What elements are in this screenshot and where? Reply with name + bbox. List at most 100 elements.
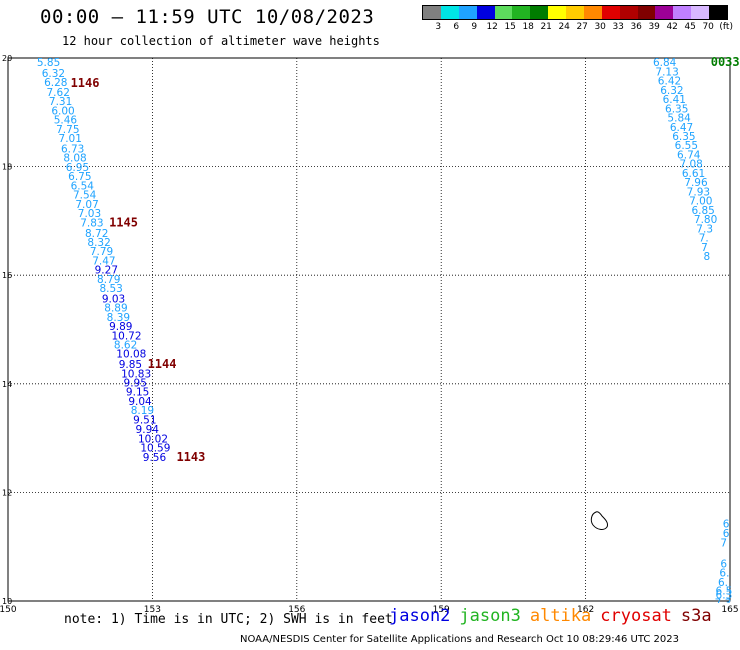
wave-height-value: 5.85 xyxy=(37,57,60,69)
pass-time-label: 0033 xyxy=(711,55,740,69)
wave-height-value: 10.83 xyxy=(121,368,151,380)
wave-height-value: 6.61 xyxy=(682,168,705,180)
wave-height-value: 10.02 xyxy=(138,433,168,445)
color-scale-label: 9 xyxy=(471,22,478,32)
wave-height-value: 8.89 xyxy=(104,303,127,315)
wave-height-value: 6.85 xyxy=(691,205,714,217)
color-scale-label: 18 xyxy=(522,22,534,32)
wave-height-value: 9.04 xyxy=(128,396,152,408)
longitude-tick-label: 162 xyxy=(577,605,594,615)
legend-entry-jason2: jason2 xyxy=(389,606,451,626)
wave-height-value: 8.32 xyxy=(87,237,110,249)
wave-height-value: 7.3 xyxy=(696,223,713,235)
wave-height-value: 7.01 xyxy=(59,133,82,145)
wave-height-value: 6.35 xyxy=(672,131,695,143)
wave-height-value: 6.28 xyxy=(44,77,67,89)
wave-height-value: 9.27 xyxy=(95,265,118,277)
color-swatch xyxy=(619,6,638,19)
map-frame xyxy=(7,57,731,602)
pass-time-label: 1146 xyxy=(71,76,100,90)
color-swatch xyxy=(691,6,709,19)
color-swatch xyxy=(709,6,727,19)
color-scale-label: 12 xyxy=(486,22,498,32)
color-swatch xyxy=(655,6,674,19)
wave-height-value: 10.72 xyxy=(111,330,141,342)
wave-height-value: 6.95 xyxy=(66,162,89,174)
wave-height-value: 9.03 xyxy=(102,293,125,305)
wave-height-value: 8.62 xyxy=(114,340,137,352)
legend-entry-cryosat: cryosat xyxy=(600,606,672,626)
wave-height-value: 6.55 xyxy=(675,140,698,152)
footer-credit: NOAA/NESDIS Center for Satellite Applica… xyxy=(240,634,679,645)
color-scale-label: (ft) xyxy=(719,22,733,32)
wave-height-value: 7.47 xyxy=(92,255,115,267)
wave-height-value: 10.59 xyxy=(140,443,170,455)
color-scale-label: 24 xyxy=(558,22,570,32)
wave-height-value: 9.15 xyxy=(126,387,149,399)
map-title: 00:00 – 11:59 UTC 10/08/2023 xyxy=(40,6,375,28)
wave-height-value: 6.54 xyxy=(71,180,95,192)
wave-height-value: 7 xyxy=(701,242,708,254)
color-scale-label: 70 xyxy=(702,22,714,32)
wave-height-value: 6.5 xyxy=(716,585,733,597)
longitude-tick-label: 156 xyxy=(288,605,305,615)
color-swatch xyxy=(673,6,692,19)
wave-height-value: 6. xyxy=(719,568,729,580)
wave-height-value: 8 xyxy=(704,251,711,263)
color-swatch xyxy=(458,6,477,19)
color-scale-legend: 3 6 9 12 15 18 21 24 27 30 33 36 39 42 45 70 (ft) xyxy=(422,5,733,35)
wave-height-value: 6.3 xyxy=(716,589,733,601)
wave-height-value: 7.08 xyxy=(679,159,702,171)
satellite-legend: jason2 jason3 altika cryosat s3a xyxy=(389,606,721,626)
wave-height-value: 7.3 xyxy=(715,597,732,609)
wave-height-value: 7.62 xyxy=(47,87,70,99)
color-scale-label: 45 xyxy=(684,22,696,32)
latitude-tick-label: 20 xyxy=(2,54,12,63)
longitude-tick-label: 159 xyxy=(433,605,450,615)
color-swatch xyxy=(548,6,566,19)
wave-height-value: 7.00 xyxy=(689,196,712,208)
color-scale-label: 42 xyxy=(666,22,678,32)
color-swatch xyxy=(583,6,602,19)
wave-height-value: 6.41 xyxy=(663,94,686,106)
wave-height-value: 6.75 xyxy=(68,171,91,183)
wave-height-value: 8.39 xyxy=(107,312,130,324)
units-note: note: 1) Time is in UTC; 2) SWH is in fe… xyxy=(64,612,393,627)
color-swatch xyxy=(476,6,495,19)
color-scale-swatches xyxy=(422,5,728,20)
pass-time-label: 1145 xyxy=(109,215,138,229)
wave-height-value: 6. xyxy=(718,577,728,589)
island-outline xyxy=(590,511,608,530)
color-scale-label: 33 xyxy=(612,22,624,32)
wave-height-value: 6.74 xyxy=(677,149,701,161)
wave-height-value: 7.83 xyxy=(80,217,103,229)
color-scale-labels: 3 6 9 12 15 18 21 24 27 30 33 36 39 42 45 70 (ft) xyxy=(422,20,733,34)
wave-height-value: 7.79 xyxy=(90,246,113,258)
legend-entry-jason3: jason3 xyxy=(459,606,521,626)
wave-height-value: 7.93 xyxy=(687,186,710,198)
color-swatch xyxy=(530,6,549,19)
latitude-tick-label: 10 xyxy=(2,597,12,606)
wave-height-value: 9.85 xyxy=(119,359,142,371)
color-swatch xyxy=(494,6,513,19)
legend-entry-s3a: s3a xyxy=(680,606,712,626)
color-scale-label: 27 xyxy=(576,22,588,32)
legend-entry-altika: altika xyxy=(529,606,592,626)
wave-height-value: 6.47 xyxy=(670,122,693,134)
color-swatch xyxy=(601,6,620,19)
wave-height-value: 7.96 xyxy=(684,177,708,189)
wave-height-value: 8.08 xyxy=(63,153,86,165)
wave-height-value: 7.80 xyxy=(694,214,717,226)
wave-height-value: 9.56 xyxy=(143,452,167,464)
wave-height-value: 7.03 xyxy=(78,208,101,220)
longitude-tick-label: 150 xyxy=(0,605,17,615)
color-swatch xyxy=(440,6,459,19)
wave-height-value: 6.73 xyxy=(61,143,84,155)
wave-height-value: 6.32 xyxy=(660,85,683,97)
latitude-tick-label: 14 xyxy=(2,380,12,389)
color-scale-label: 6 xyxy=(453,22,460,32)
wave-height-value: 6.32 xyxy=(42,68,65,80)
latitude-tick-label: 16 xyxy=(2,271,12,280)
pass-time-label: 1143 xyxy=(176,450,205,464)
wave-height-value: 9.94 xyxy=(136,424,160,436)
